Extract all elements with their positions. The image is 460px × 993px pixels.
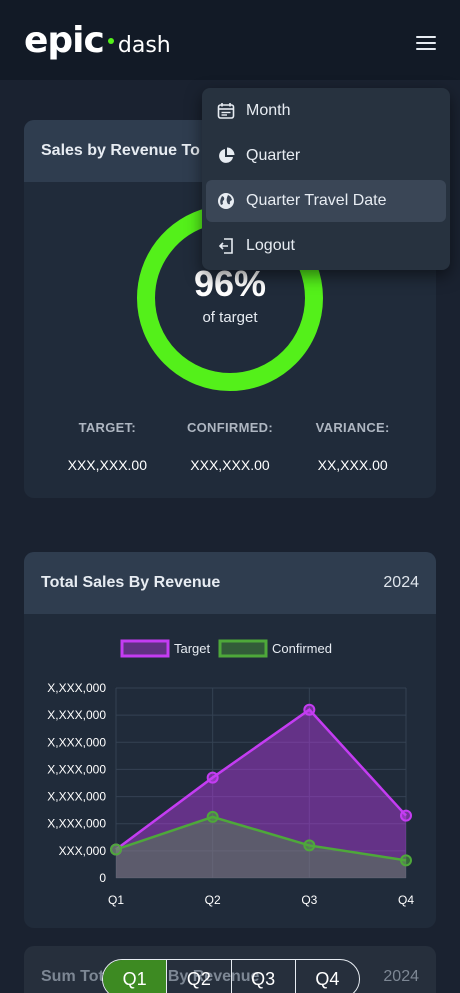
tab-q1[interactable]: Q1 [103, 960, 168, 993]
stat-variance: VARIANCE: XX,XXX.00 [293, 420, 413, 473]
logo-sub-text: dash [117, 32, 171, 58]
stat-confirmed-label: CONFIRMED: [186, 420, 273, 435]
y-tick-label: X,XXX,000 [47, 817, 106, 831]
x-tick-label: Q2 [205, 893, 221, 907]
tab-q2[interactable]: Q2 [167, 960, 232, 993]
data-point-confirmed [400, 854, 412, 867]
total-sales-chart: 0 XXX,000 X,XXX,000 X,XXX,000 X,XXX,000 X,XXX… [47, 639, 414, 907]
sum-card-header: Sum Total Sales By Revenue 2024 [24, 946, 436, 993]
total-sales-card: Total Sales By Revenue 2024 0 XXX,000 X,XX… [24, 552, 436, 928]
sales-card-title: Sales by Revenue To [41, 142, 200, 159]
sum-total-card: Sum Total Sales By Revenue 2024 [24, 946, 436, 993]
logout-icon [217, 237, 235, 255]
data-point-confirmed [303, 839, 316, 852]
menu-item-quarter[interactable]: Quarter [206, 135, 446, 177]
data-point-target [206, 771, 219, 784]
stat-target-value: XXX,XXX.00 [67, 457, 148, 473]
x-tick-label: Q3 [301, 893, 317, 907]
sales-stats: TARGET: XXX,XXX.00 CONFIRMED: XXX,XXX.00… [24, 420, 436, 473]
x-tick-label: Q1 [108, 893, 124, 907]
data-point-confirmed [206, 810, 219, 823]
menu-item-label: Quarter Travel Date [246, 192, 387, 209]
y-tick-label: 0 [99, 871, 106, 885]
tab-q3[interactable]: Q3 [232, 960, 296, 993]
legend-swatch-confirmed [218, 639, 268, 658]
menu-item-month[interactable]: Month [206, 90, 446, 132]
quarter-tabs: Q1 Q2 Q3 Q4 [102, 959, 360, 993]
series-line-target [115, 708, 407, 851]
y-tick-label: X,XXX,000 [47, 790, 106, 804]
sum-card-year: 2024 [383, 968, 419, 985]
y-tick-label: X,XXX,000 [47, 762, 106, 776]
stat-confirmed: CONFIRMED: XXX,XXX.00 [170, 420, 290, 473]
x-tick-label: Q4 [398, 893, 414, 907]
total-card-year: 2024 [383, 574, 419, 591]
menu-item-label: Month [246, 102, 291, 119]
total-card-header: Total Sales By Revenue 2024 [24, 552, 436, 614]
hamburger-menu-icon[interactable] [416, 36, 436, 50]
menu-item-label: Quarter [246, 147, 301, 164]
y-tick-label: X,XXX,000 [47, 708, 106, 722]
menu-item-quarter-travel-date[interactable]: Quarter Travel Date [206, 180, 446, 222]
logo-dot [107, 37, 114, 44]
menu-item-label: Logout [246, 237, 295, 254]
globe-icon [217, 192, 235, 210]
data-point-target [400, 809, 412, 822]
series-area-confirmed [116, 816, 406, 878]
stat-variance-value: XX,XXX.00 [317, 457, 388, 473]
top-bar: epic dash [0, 0, 460, 80]
menu-item-logout[interactable]: Logout [206, 225, 446, 267]
data-point-target [303, 703, 316, 716]
total-card-title: Total Sales By Revenue [41, 574, 221, 591]
y-tick-label: XXX,000 [59, 844, 107, 858]
dropdown-menu: Month Quarter Quarter Travel Date Logout [202, 88, 450, 270]
data-point-confirmed [110, 843, 122, 856]
stat-confirmed-value: XXX,XXX.00 [190, 457, 270, 473]
series-line-confirmed [115, 815, 407, 862]
stat-variance-label: VARIANCE: [315, 420, 390, 435]
calendar-icon [217, 102, 235, 120]
donut-subtitle: of target [202, 308, 258, 326]
series-area-target [116, 709, 406, 878]
stat-target: TARGET: XXX,XXX.00 [47, 420, 167, 473]
legend-label-confirmed: Confirmed [272, 641, 332, 656]
legend-label-target: Target [174, 641, 211, 656]
stat-target-label: TARGET: [78, 420, 137, 435]
tab-q4[interactable]: Q4 [315, 968, 340, 989]
y-tick-label: X,XXX,000 [47, 681, 106, 695]
logo-main-text: epic [24, 19, 105, 61]
pie-chart-icon [217, 147, 235, 165]
y-tick-label: X,XXX,000 [47, 735, 106, 749]
legend-swatch-target [120, 639, 170, 658]
app-logo[interactable]: epic dash [24, 20, 171, 61]
